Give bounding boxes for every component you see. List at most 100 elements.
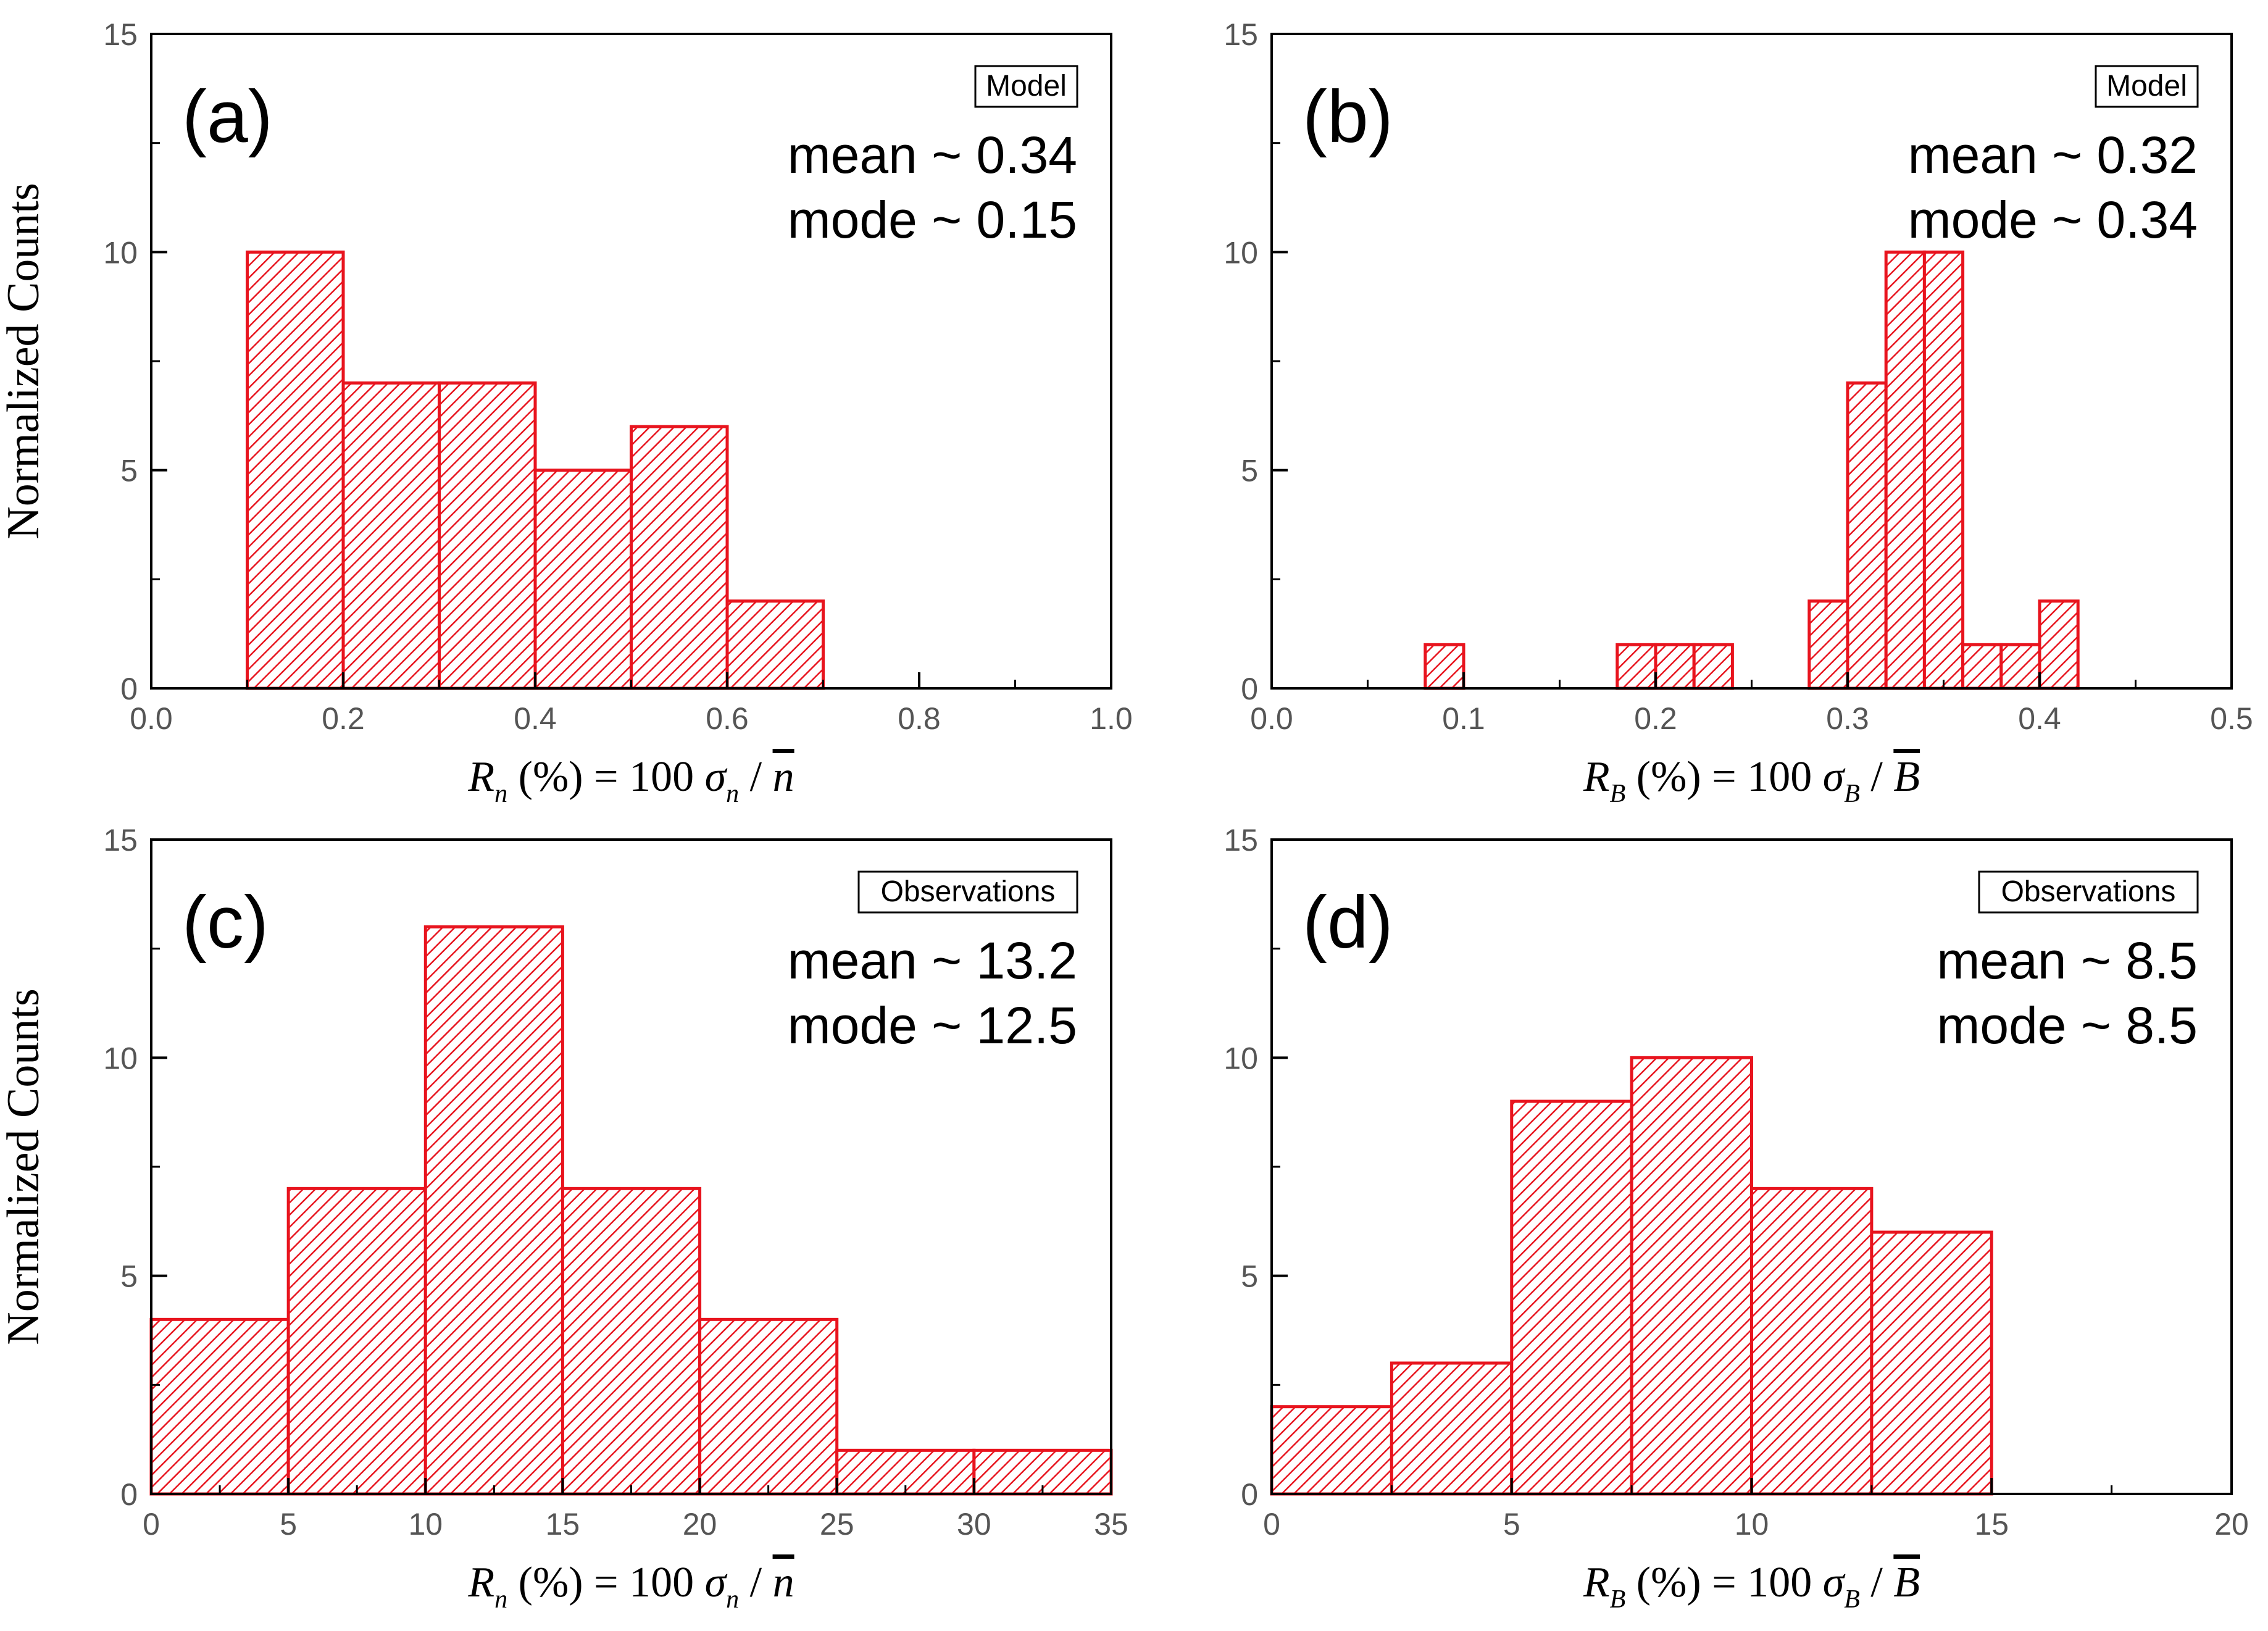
x-tick-label: 0.0 — [130, 701, 173, 736]
chart-panel-c: 0 5 10 15 20 25 30 35 0 5 10 15 Normalized Counts Rn … — [0, 823, 1128, 1614]
x-label-denominator: B — [1893, 1559, 1920, 1606]
x-label-variable: R — [467, 1559, 494, 1606]
x-label-sigma-subscript: B — [1844, 780, 1860, 808]
x-label-denominator: n — [773, 753, 794, 801]
x-label-variable: R — [467, 753, 494, 801]
dataset-tag-box — [974, 65, 1078, 108]
panel-label: (a) — [182, 75, 273, 158]
x-tick-label: 0.5 — [2210, 701, 2253, 736]
mean-stat: mean ~ 8.5 — [1937, 932, 2198, 990]
y-tick-label: 10 — [1224, 235, 1258, 270]
panel-label: (b) — [1303, 75, 1393, 158]
x-label-formula: (%) = 100 — [507, 753, 704, 801]
y-tick-label: 15 — [103, 17, 138, 52]
x-tick-label: 0 — [1263, 1507, 1280, 1541]
dataset-tag: Observations — [2001, 875, 2176, 908]
x-axis-label: Rn (%) = 100 σn / n — [467, 1559, 794, 1614]
x-axis-label: RB (%) = 100 σB / B — [1583, 753, 1920, 808]
x-tick-label: 10 — [408, 1507, 443, 1541]
x-label-divide: / — [1860, 1559, 1893, 1606]
histogram-bar — [1510, 1099, 1633, 1496]
histogram-bar — [2038, 599, 2080, 690]
x-tick-label: 35 — [1094, 1507, 1128, 1541]
histogram-bar — [149, 1317, 290, 1496]
histogram-bar — [1424, 643, 1465, 690]
x-tick-label: 5 — [1503, 1507, 1520, 1541]
histogram-bar — [1846, 381, 1888, 690]
x-tick-label: 10 — [1735, 1507, 1769, 1541]
histogram-bar — [1270, 1405, 1393, 1496]
chart-panel-a: 0.0 0.2 0.4 0.6 0.8 1.0 0 5 10 15 Normalized Count… — [0, 17, 1133, 808]
y-tick-label: 10 — [103, 235, 138, 270]
x-label-denominator: B — [1893, 753, 1920, 801]
x-label-divide: / — [739, 753, 772, 801]
x-label-subscript: n — [494, 1585, 507, 1614]
y-axis-label: Normalized Counts — [0, 988, 49, 1345]
x-tick-label: 15 — [1974, 1507, 2009, 1541]
histogram-bar — [341, 381, 441, 690]
x-tick-label: 20 — [683, 1507, 717, 1541]
y-axis-label: Normalized Counts — [0, 183, 49, 540]
histogram-bar — [423, 925, 564, 1496]
dataset-tag: Model — [986, 70, 1067, 102]
x-tick-label: 0.4 — [2018, 701, 2061, 736]
x-label-formula: (%) = 100 — [507, 1559, 704, 1606]
x-label-divide: / — [1860, 753, 1893, 801]
y-tick-label: 5 — [1241, 1259, 1258, 1294]
y-tick-label: 0 — [120, 1477, 138, 1512]
histogram-bar — [1807, 599, 1849, 690]
x-label-variable: R — [1583, 1559, 1610, 1606]
y-tick-label: 0 — [1241, 1477, 1258, 1512]
x-tick-label: 0.3 — [1826, 701, 1869, 736]
y-tick-label: 10 — [103, 1041, 138, 1075]
x-tick-label: 0.2 — [1634, 701, 1677, 736]
y-tick-label: 5 — [120, 454, 138, 488]
x-tick-label: 30 — [957, 1507, 991, 1541]
x-label-sigma-subscript: n — [726, 780, 739, 808]
mean-stat: mean ~ 0.32 — [1908, 126, 2198, 184]
x-tick-label: 0.1 — [1442, 701, 1485, 736]
x-label-divide: / — [739, 1559, 772, 1606]
x-label-sigma: σ — [705, 1559, 728, 1606]
histogram-bar — [561, 1187, 702, 1496]
mean-stat: mean ~ 0.34 — [788, 126, 1077, 184]
x-label-sigma-subscript: n — [726, 1585, 739, 1614]
histogram-bar — [533, 469, 633, 690]
histogram-bar — [1870, 1230, 1993, 1496]
x-tick-label: 1.0 — [1090, 701, 1133, 736]
x-tick-label: 5 — [280, 1507, 297, 1541]
x-label-variable: R — [1583, 753, 1610, 801]
x-label-subscript: B — [1610, 1585, 1626, 1614]
histogram-bar — [246, 250, 345, 690]
x-label-denominator: n — [773, 1559, 794, 1606]
histogram-bar — [630, 425, 729, 690]
x-label-formula: (%) = 100 — [1625, 1559, 1822, 1606]
x-tick-label: 0.0 — [1250, 701, 1293, 736]
y-tick-label: 10 — [1224, 1041, 1258, 1075]
dataset-tag: Model — [2106, 70, 2187, 102]
histogram-bar — [698, 1317, 839, 1496]
mode-stat: mode ~ 0.15 — [788, 191, 1077, 249]
x-tick-label: 0.4 — [514, 701, 557, 736]
x-label-subscript: n — [494, 780, 507, 808]
x-tick-label: 25 — [820, 1507, 854, 1541]
x-label-sigma-subscript: B — [1844, 1585, 1860, 1614]
x-tick-label: 0 — [143, 1507, 160, 1541]
y-tick-label: 15 — [103, 823, 138, 857]
x-tick-label: 20 — [2214, 1507, 2249, 1541]
dataset-tag-box — [1978, 870, 2199, 914]
x-label-sigma: σ — [1823, 1559, 1846, 1606]
histogram-bar — [1630, 1056, 1753, 1496]
x-axis-label: Rn (%) = 100 σn / n — [467, 753, 794, 808]
dataset-tag: Observations — [881, 875, 1056, 908]
x-tick-label: 0.8 — [898, 701, 941, 736]
y-tick-label: 5 — [120, 1259, 138, 1294]
y-tick-label: 15 — [1224, 823, 1258, 857]
x-label-formula: (%) = 100 — [1625, 753, 1822, 801]
x-axis-label: RB (%) = 100 σB / B — [1583, 1559, 1920, 1614]
x-label-sigma: σ — [705, 753, 728, 801]
histogram-bar — [1750, 1187, 1874, 1496]
y-tick-label: 15 — [1224, 17, 1258, 52]
histogram-bar — [1692, 643, 1734, 690]
